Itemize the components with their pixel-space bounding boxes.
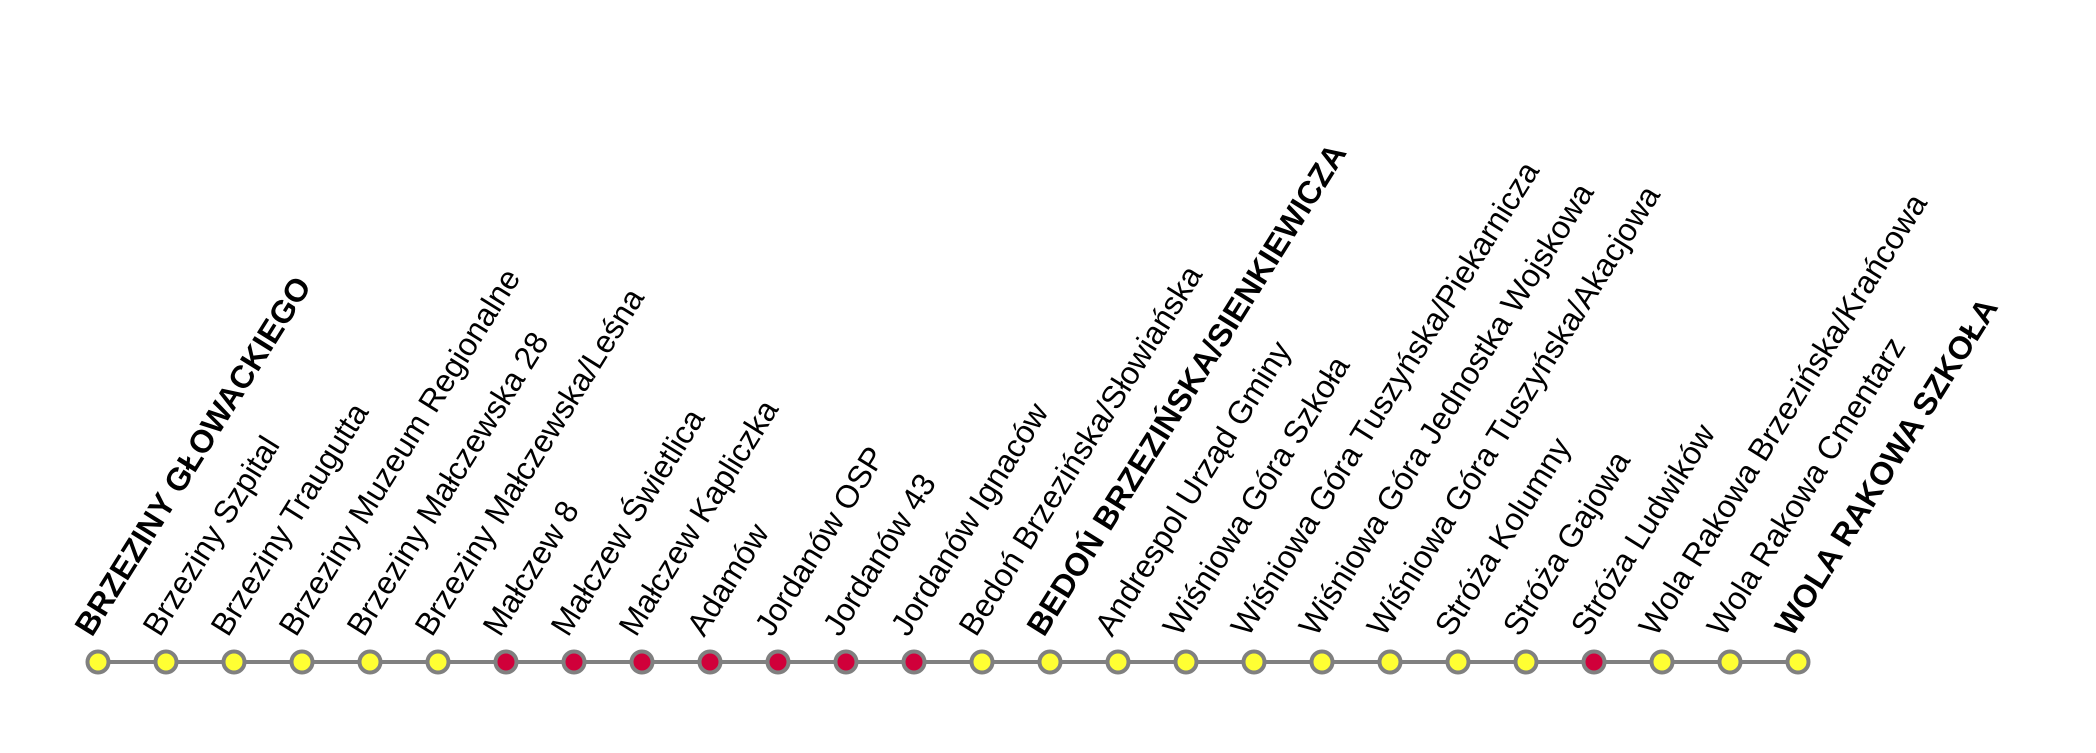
stop-marker: [1105, 649, 1131, 675]
stop-markers: [85, 649, 1811, 675]
stop-marker: [153, 649, 179, 675]
stop-marker: [1513, 649, 1539, 675]
stop-marker: [1309, 649, 1335, 675]
stop-marker: [1649, 649, 1675, 675]
stop-marker: [289, 649, 315, 675]
stop-marker-on-request: [833, 649, 859, 675]
stop-marker-on-request: [765, 649, 791, 675]
stop-marker: [1173, 649, 1199, 675]
stop-marker: [221, 649, 247, 675]
stop-marker-on-request: [901, 649, 927, 675]
stop-marker: [1037, 649, 1063, 675]
stop-marker: [1785, 649, 1811, 675]
stop-marker: [969, 649, 995, 675]
stop-marker: [425, 649, 451, 675]
stop-marker: [1445, 649, 1471, 675]
stop-marker-on-request: [561, 649, 587, 675]
stop-marker: [85, 649, 111, 675]
stop-marker-on-request: [629, 649, 655, 675]
stop-marker-on-request: [493, 649, 519, 675]
stop-marker-on-request: [697, 649, 723, 675]
stop-marker-on-request: [1581, 649, 1607, 675]
stop-marker: [1377, 649, 1403, 675]
stop-marker: [357, 649, 383, 675]
stop-marker: [1717, 649, 1743, 675]
stop-marker: [1241, 649, 1267, 675]
stop-label: Wola Rakowa Brzezińska/Krańcowa: [1631, 187, 1934, 642]
